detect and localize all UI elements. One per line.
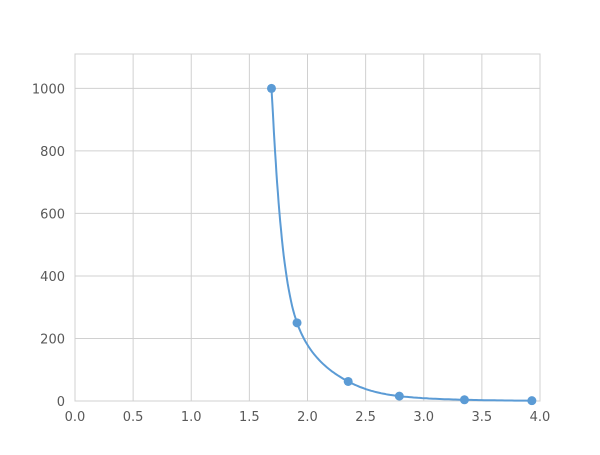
x-tick-label: 2.0 [297,410,318,425]
data-point [266,83,276,93]
x-tick-label: 0.0 [65,410,86,425]
y-tick-label: 400 [40,270,65,285]
series-points [266,83,537,406]
data-point [394,391,404,401]
data-point [459,395,469,405]
y-tick-label: 200 [40,332,65,347]
x-tick-label: 2.5 [355,410,376,425]
y-tick-label: 0 [57,395,65,410]
x-tick-label: 4.0 [530,410,551,425]
x-tick-label: 1.0 [181,410,202,425]
series-curve [270,88,532,402]
x-tick-label: 3.5 [472,410,493,425]
x-tick-label: 3.0 [413,410,434,425]
x-tick-label: 0.5 [123,410,144,425]
data-point [527,396,537,406]
y-tick-label: 600 [40,207,65,222]
y-tick-label: 1000 [32,82,65,97]
x-axis-ticks: 0.0 0.5 1.0 1.5 2.0 2.5 3.0 3.5 4.0 [65,410,551,425]
data-point [343,376,353,386]
y-axis-ticks: 0 200 400 600 800 1000 [32,82,65,410]
x-tick-label: 1.5 [239,410,260,425]
grid [74,53,541,402]
data-point [292,318,302,328]
y-tick-label: 800 [40,145,65,160]
